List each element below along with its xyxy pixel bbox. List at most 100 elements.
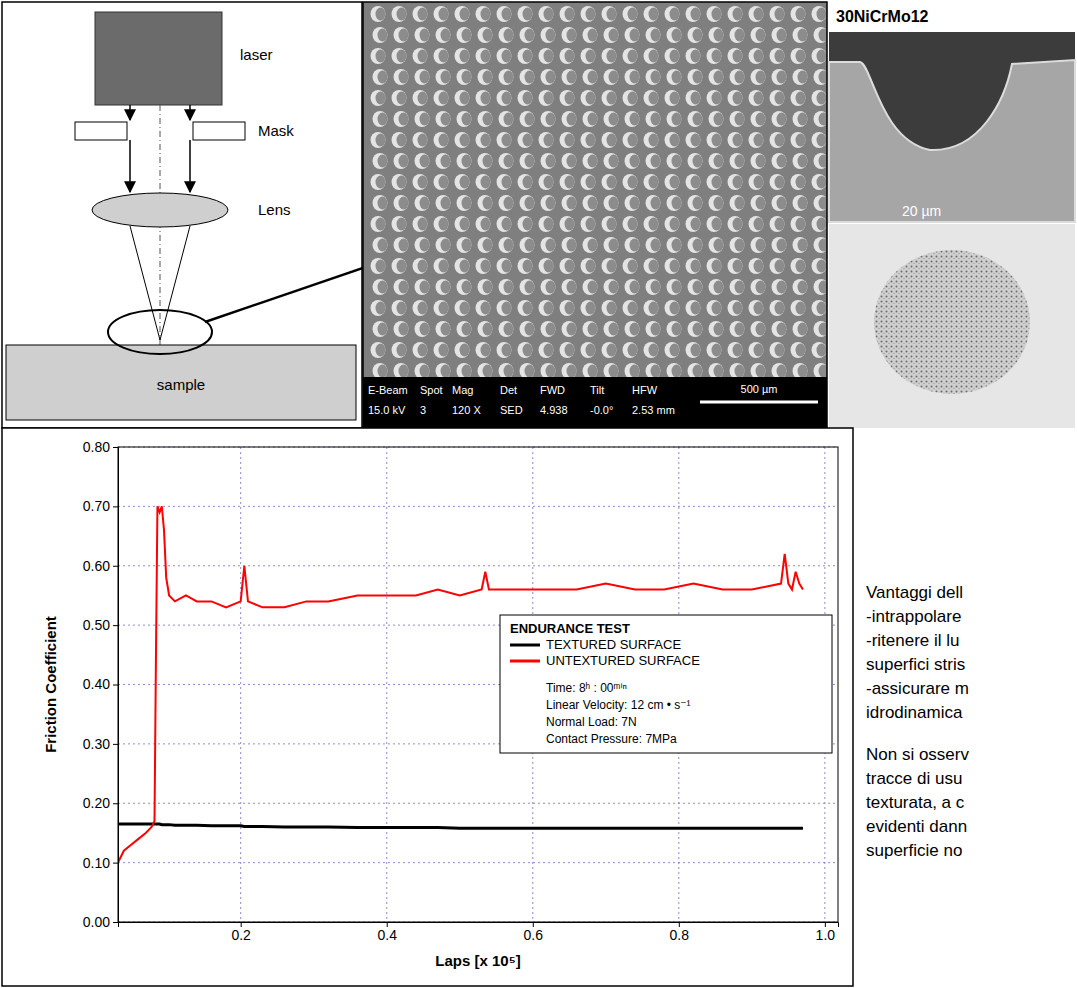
dimple-pit	[628, 92, 638, 105]
dimple-rim	[434, 216, 449, 232]
dimple-pit	[399, 197, 409, 210]
dimple-pit	[523, 92, 533, 105]
dimple-pit	[691, 50, 701, 63]
dimple-pit	[546, 281, 556, 294]
dimple-pit	[735, 29, 745, 42]
dimple-rim	[518, 216, 533, 232]
dimple-rim	[392, 174, 407, 190]
dimple-rim	[497, 216, 512, 232]
dimple-pit	[651, 197, 661, 210]
dimple-rim	[730, 27, 745, 43]
dimple-rim	[812, 174, 827, 190]
side-text-line: -intrappolare	[866, 607, 961, 626]
dimple-rim	[373, 153, 388, 169]
dimple-rim	[625, 69, 640, 85]
dimple-rim	[560, 90, 575, 106]
dimple-pit	[502, 92, 512, 105]
diagram-label: sample	[157, 376, 205, 393]
dimple-rim	[520, 69, 535, 85]
dimple-rim	[371, 174, 386, 190]
dimple-rim	[562, 153, 577, 169]
dimple-pit	[754, 92, 764, 105]
dimple-rim	[455, 90, 470, 106]
dimple-rim	[709, 153, 724, 169]
dimple-pit	[651, 365, 661, 378]
dimple-rim	[499, 27, 514, 43]
dimple-rim	[457, 363, 472, 377]
y-tick-label: 0.70	[83, 498, 110, 514]
dimple-rim	[623, 48, 638, 64]
dimple-rim	[604, 321, 619, 337]
dimple-pit	[397, 218, 407, 231]
dimple-pit	[439, 218, 449, 231]
dimple-rim	[518, 342, 533, 358]
dimple-pit	[565, 344, 575, 357]
dimple-pit	[630, 365, 640, 378]
dimple-rim	[560, 342, 575, 358]
dimple-pit	[733, 302, 743, 315]
y-tick: 0.10	[83, 855, 118, 871]
dimple-pit	[609, 239, 619, 252]
dimple-rim	[413, 6, 428, 22]
chart: 0.000.100.200.300.400.500.600.700.800.20…	[42, 439, 839, 969]
dimple-pit	[691, 8, 701, 21]
dimple-pit	[798, 113, 808, 126]
dimple-pit	[754, 134, 764, 147]
dimple-rim	[562, 363, 577, 377]
dimple-pit	[691, 92, 701, 105]
dimple-pit	[672, 365, 682, 378]
dimple-rim	[499, 195, 514, 211]
dimple-pit	[712, 8, 722, 21]
dimple-rim	[541, 237, 556, 253]
dimple-rim	[497, 174, 512, 190]
dimple-rim	[604, 363, 619, 377]
dimple-rim	[665, 300, 680, 316]
dimple-rim	[541, 153, 556, 169]
dimple-pit	[670, 176, 680, 189]
dimple-pit	[523, 344, 533, 357]
dimple-pit	[754, 8, 764, 21]
dimple-rim	[644, 90, 659, 106]
dimple-rim	[772, 363, 787, 377]
dimple-rim	[730, 279, 745, 295]
dimple-rim	[499, 237, 514, 253]
dimple-pit	[441, 323, 451, 336]
sem-info-label: Det	[500, 384, 517, 396]
dimple-rim	[749, 6, 764, 22]
dimple-pit	[756, 365, 766, 378]
dimple-rim	[772, 237, 787, 253]
dimple-pit	[546, 197, 556, 210]
dimple-pit	[462, 113, 472, 126]
y-tick: 0.50	[83, 617, 118, 633]
dimple-pit	[651, 239, 661, 252]
dimple-rim	[518, 258, 533, 274]
y-tick-mark	[113, 447, 118, 448]
dimple-pit	[628, 8, 638, 21]
dimple-pit	[544, 260, 554, 273]
dimple-pit	[462, 281, 472, 294]
dimple-rim	[497, 342, 512, 358]
dimple-pit	[777, 323, 787, 336]
x-axis-title: Laps [x 10⁵]	[435, 952, 520, 969]
dimple-rim	[749, 216, 764, 232]
sample-block	[6, 345, 356, 420]
dimple-pit	[777, 113, 787, 126]
dimple-rim	[583, 27, 598, 43]
dimple-rim	[392, 132, 407, 148]
dimple-rim	[751, 237, 766, 253]
dimple-pit	[735, 113, 745, 126]
dimple-rim	[415, 111, 430, 127]
dimple-pit	[609, 29, 619, 42]
dimple-pit	[777, 239, 787, 252]
dimple-pit	[628, 134, 638, 147]
dimple-rim	[394, 69, 409, 85]
dimple-pit	[607, 302, 617, 315]
sem-image: E-Beam15.0 kVSpot3Mag120 XDetSEDFWD4.938…	[363, 2, 829, 428]
dimple-pit	[378, 323, 388, 336]
dimple-pit	[502, 344, 512, 357]
dimple-pit	[777, 281, 787, 294]
diagram-label: Mask	[258, 122, 294, 139]
dimple-rim	[581, 48, 596, 64]
dimple-rim	[709, 69, 724, 85]
dimple-rim	[499, 153, 514, 169]
